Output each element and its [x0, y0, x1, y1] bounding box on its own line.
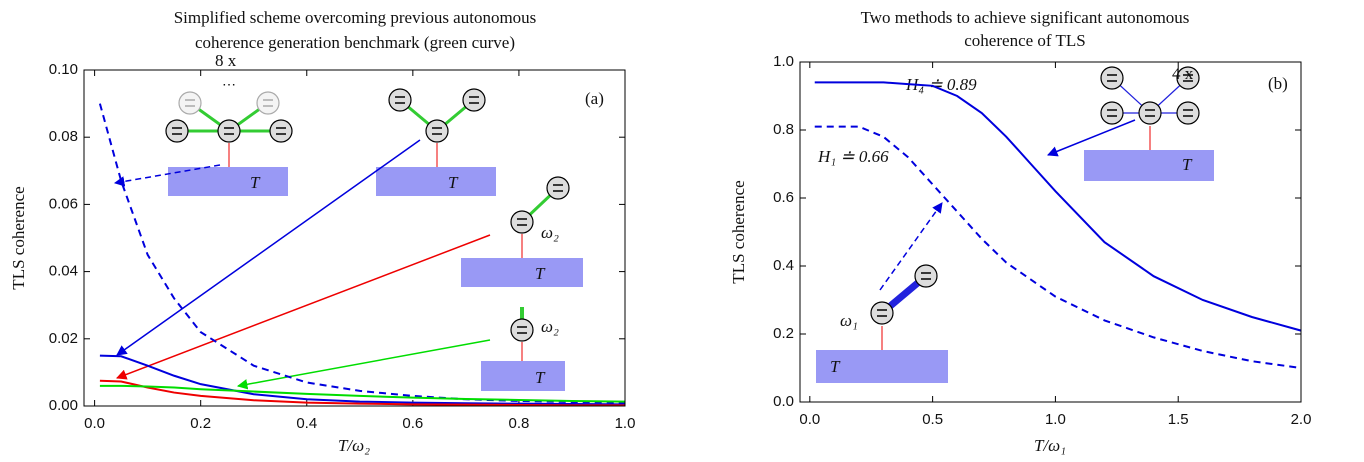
x-tick-label: 0.0: [799, 411, 820, 428]
annotation: T: [448, 173, 459, 192]
annotation: (a): [585, 89, 604, 108]
x-axis-label: T/ω₂: [338, 436, 370, 455]
arrow: [879, 202, 943, 291]
series-line: [98, 103, 625, 404]
qubit: [388, 88, 412, 112]
x-tick-label: 1.0: [1045, 411, 1066, 428]
qubit: [165, 119, 189, 143]
series-line: [814, 81, 1301, 332]
bath: [168, 167, 288, 196]
annotation: (b): [1268, 74, 1288, 93]
qubit: [256, 91, 280, 115]
bath: [816, 350, 948, 383]
y-tick-label: 0.2: [773, 325, 794, 342]
bath: [461, 258, 583, 287]
annotation: 8 x: [215, 51, 237, 70]
y-tick-label: 0.6: [773, 189, 794, 206]
y-tick-label: 0.4: [773, 257, 794, 274]
coupling: [177, 101, 281, 133]
annotation: ω₂: [541, 317, 559, 336]
y-tick-label: 0.00: [49, 397, 78, 414]
arrow: [236, 339, 491, 390]
x-tick-label: 0.0: [84, 415, 105, 432]
annotation: H₁ ≐ 0.66: [817, 147, 889, 166]
qubit: [1176, 66, 1200, 90]
series-line: [99, 354, 625, 406]
x-tick-label: 0.8: [508, 415, 529, 432]
series-line: [814, 125, 1301, 369]
chart-title: Simplified scheme overcoming previous au…: [174, 8, 537, 27]
arrow: [116, 234, 491, 380]
x-tick-label: 2.0: [1291, 411, 1312, 428]
qubit: [269, 119, 293, 143]
x-tick-label: 0.5: [922, 411, 943, 428]
qubit: [217, 119, 241, 143]
x-tick-label: 0.4: [296, 415, 317, 432]
y-tick-label: 0.08: [49, 128, 78, 145]
chart-title: coherence of TLS: [964, 31, 1085, 50]
bath: [1084, 150, 1214, 181]
annotation: T: [1182, 155, 1193, 174]
chart-title: Two methods to achieve significant auton…: [861, 8, 1190, 27]
y-tick-label: 0.10: [49, 61, 78, 78]
qubit: [870, 301, 894, 325]
series-line: [99, 384, 625, 403]
y-tick-label: 0.02: [49, 330, 78, 347]
x-axis-label: T/ω₁: [1034, 436, 1066, 455]
arrow: [116, 139, 421, 356]
x-tick-label: 1.0: [615, 415, 636, 432]
plot-frame: [799, 61, 1302, 403]
x-tick-label: 1.5: [1168, 411, 1189, 428]
annotation: ω₂: [541, 223, 559, 242]
y-tick-label: 0.06: [49, 195, 78, 212]
qubit: [1176, 101, 1200, 125]
y-tick-label: 0.04: [49, 263, 78, 280]
y-tick-label: 0.8: [773, 121, 794, 138]
qubit: [1138, 101, 1162, 125]
qubit: [425, 119, 449, 143]
qubit: [462, 88, 486, 112]
bath: [376, 167, 496, 196]
annotation: T: [250, 173, 261, 192]
annotation: T: [830, 357, 841, 376]
qubit: [510, 318, 534, 342]
arrow: [1047, 119, 1136, 157]
annotation: H₄ ≐ 0.89: [905, 75, 977, 94]
qubit: [1100, 66, 1124, 90]
arrow: [113, 164, 221, 187]
x-tick-label: 0.6: [402, 415, 423, 432]
qubit: [510, 210, 534, 234]
qubit: [178, 91, 202, 115]
qubit: [914, 264, 938, 288]
annotation: 4 x: [1172, 64, 1194, 83]
plot-frame: [83, 69, 626, 407]
y-tick-label: 0.0: [773, 393, 794, 410]
x-tick-label: 0.2: [190, 415, 211, 432]
coupling: [1111, 77, 1189, 114]
y-axis-label: TLS coherence: [9, 186, 28, 289]
qubit: [546, 176, 570, 200]
chart-title: coherence generation benchmark (green cu…: [195, 33, 515, 52]
y-axis-label: TLS coherence: [729, 180, 748, 283]
qubit: [1100, 101, 1124, 125]
insets: ⋯: [113, 66, 1214, 391]
series-line: [99, 379, 625, 406]
annotation: T: [535, 264, 546, 283]
annotation: ω₁: [840, 311, 858, 330]
bath: [481, 361, 565, 391]
annotation: T: [535, 368, 546, 387]
y-tick-label: 1.0: [773, 53, 794, 70]
ellipsis: ⋯: [222, 78, 236, 93]
